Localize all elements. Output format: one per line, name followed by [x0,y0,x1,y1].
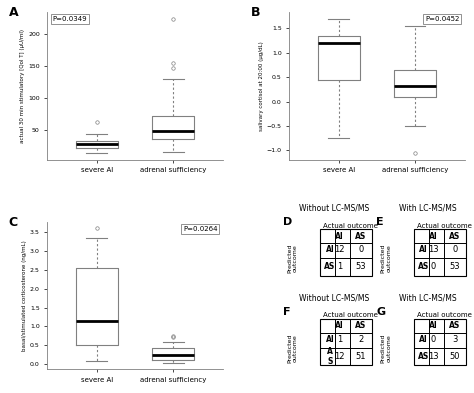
Text: With LC-MS/MS: With LC-MS/MS [399,294,456,303]
Text: P=0.0452: P=0.0452 [425,16,459,22]
Text: 12: 12 [335,245,345,254]
Y-axis label: salivary cortisol at 20:00 (μg/dL): salivary cortisol at 20:00 (μg/dL) [259,41,264,130]
Text: AI: AI [419,245,428,254]
Text: P=0.0264: P=0.0264 [183,226,218,232]
Text: Actual outcome: Actual outcome [417,312,472,318]
Text: AI: AI [336,231,344,241]
Text: 2: 2 [358,335,364,344]
Y-axis label: actual 30 min stimulatory [Qol T] (μU/ml): actual 30 min stimulatory [Qol T] (μU/ml… [20,29,25,143]
Text: 53: 53 [449,263,460,271]
Text: Without LC-MS/MS: Without LC-MS/MS [299,204,369,213]
Text: Predicted
outcome: Predicted outcome [287,243,298,273]
Text: C: C [9,216,18,229]
Text: 0: 0 [358,245,364,254]
Text: AS: AS [418,263,429,271]
Text: P=0.0349: P=0.0349 [53,16,87,22]
Text: 12: 12 [335,352,345,361]
Text: AS: AS [356,321,366,331]
Text: AI: AI [429,231,438,241]
Text: 1: 1 [337,335,342,344]
Text: AI: AI [336,321,344,331]
Text: F: F [283,307,290,317]
Text: Without LC-MS/MS: Without LC-MS/MS [299,294,369,303]
Text: AS: AS [418,352,429,361]
Text: 50: 50 [449,352,460,361]
Text: B: B [251,6,260,19]
Text: 0: 0 [431,335,436,344]
Text: AI: AI [429,321,438,331]
Text: A: A [9,6,18,19]
Text: AS: AS [449,231,460,241]
Text: AI: AI [326,335,334,344]
Text: AI: AI [419,335,428,344]
Text: AS: AS [356,231,366,241]
Text: With LC-MS/MS: With LC-MS/MS [399,204,456,213]
Text: 13: 13 [428,352,439,361]
Y-axis label: basal/stimulated corticosterone (ng/mL): basal/stimulated corticosterone (ng/mL) [22,240,27,351]
Text: 53: 53 [356,263,366,271]
Text: 1: 1 [337,263,342,271]
Text: 13: 13 [428,245,439,254]
Text: E: E [376,217,384,227]
Text: AI: AI [326,245,334,254]
Text: Predicted
outcome: Predicted outcome [381,333,392,363]
Text: 0: 0 [452,245,457,254]
Text: Actual outcome: Actual outcome [323,312,378,318]
Text: 3: 3 [452,335,457,344]
Text: G: G [376,307,386,317]
Bar [320,229,373,275]
Bar [414,319,466,365]
Text: AS: AS [324,263,336,271]
Text: 51: 51 [356,352,366,361]
Bar [414,229,466,275]
Text: D: D [283,217,292,227]
Text: A
S: A S [327,347,333,366]
Text: Predicted
outcome: Predicted outcome [381,243,392,273]
Text: 0: 0 [431,263,436,271]
Bar [320,319,373,365]
Text: AS: AS [449,321,460,331]
Text: Actual outcome: Actual outcome [417,222,472,229]
Text: Actual outcome: Actual outcome [323,222,378,229]
Text: Predicted
outcome: Predicted outcome [287,333,298,363]
